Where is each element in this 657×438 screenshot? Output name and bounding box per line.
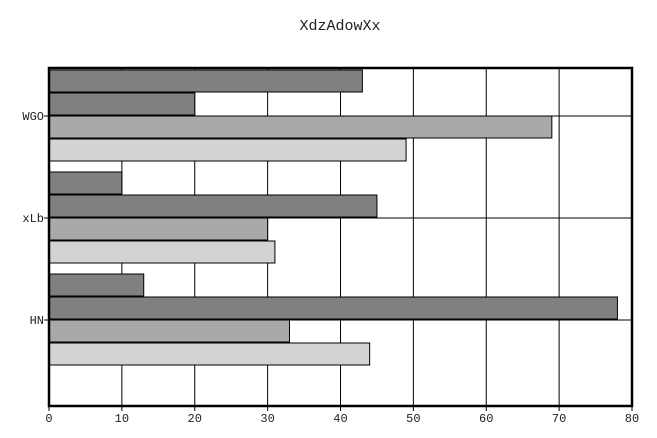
bar-HN-series-2 [48, 296, 618, 320]
x-axis-ticks: 0 10 20 30 40 50 60 70 80 [45, 406, 639, 426]
bar-WGO-series-3 [48, 115, 553, 139]
x-tick-label: 20 [188, 412, 202, 426]
chart-title: XdzAdowXx [299, 18, 380, 35]
x-tick-label: 70 [552, 412, 566, 426]
bar-xLb-series-3 [48, 217, 269, 241]
y-axis-ticks: WGO xLb HN [22, 110, 49, 328]
x-tick-label: 0 [45, 412, 52, 426]
bar-HN-series-3 [48, 319, 290, 343]
y-tick-label-xLb: xLb [22, 212, 44, 226]
bar-WGO-series-2 [48, 92, 196, 116]
bar-xLb-series-2 [48, 194, 378, 218]
x-tick-label: 10 [115, 412, 129, 426]
bar-HN-series-1 [48, 273, 145, 297]
bar-xLb-series-4 [48, 240, 276, 264]
bar-WGO-series-1 [48, 69, 363, 93]
y-tick-label-WGO: WGO [22, 110, 44, 124]
x-tick-label: 80 [625, 412, 639, 426]
bar-xLb-series-1 [48, 171, 123, 195]
bar-WGO-series-4 [48, 138, 407, 162]
bar-HN-series-4 [48, 342, 371, 366]
y-tick-label-HN: HN [30, 314, 44, 328]
x-tick-label: 50 [406, 412, 420, 426]
x-tick-label: 30 [260, 412, 274, 426]
x-tick-label: 60 [479, 412, 493, 426]
x-tick-label: 40 [333, 412, 347, 426]
